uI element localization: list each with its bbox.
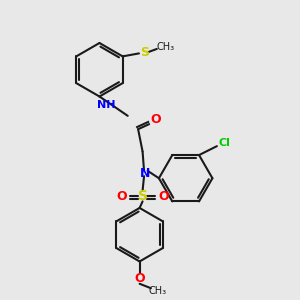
Text: CH₃: CH₃ — [157, 43, 175, 52]
Text: Cl: Cl — [218, 138, 230, 148]
Text: N: N — [140, 167, 150, 180]
Text: O: O — [158, 190, 169, 203]
Text: O: O — [151, 113, 161, 126]
Text: O: O — [134, 272, 145, 285]
Text: S: S — [138, 189, 148, 203]
Text: S: S — [140, 46, 149, 59]
Text: O: O — [116, 190, 127, 203]
Text: CH₃: CH₃ — [149, 286, 167, 296]
Text: NH: NH — [97, 100, 116, 110]
